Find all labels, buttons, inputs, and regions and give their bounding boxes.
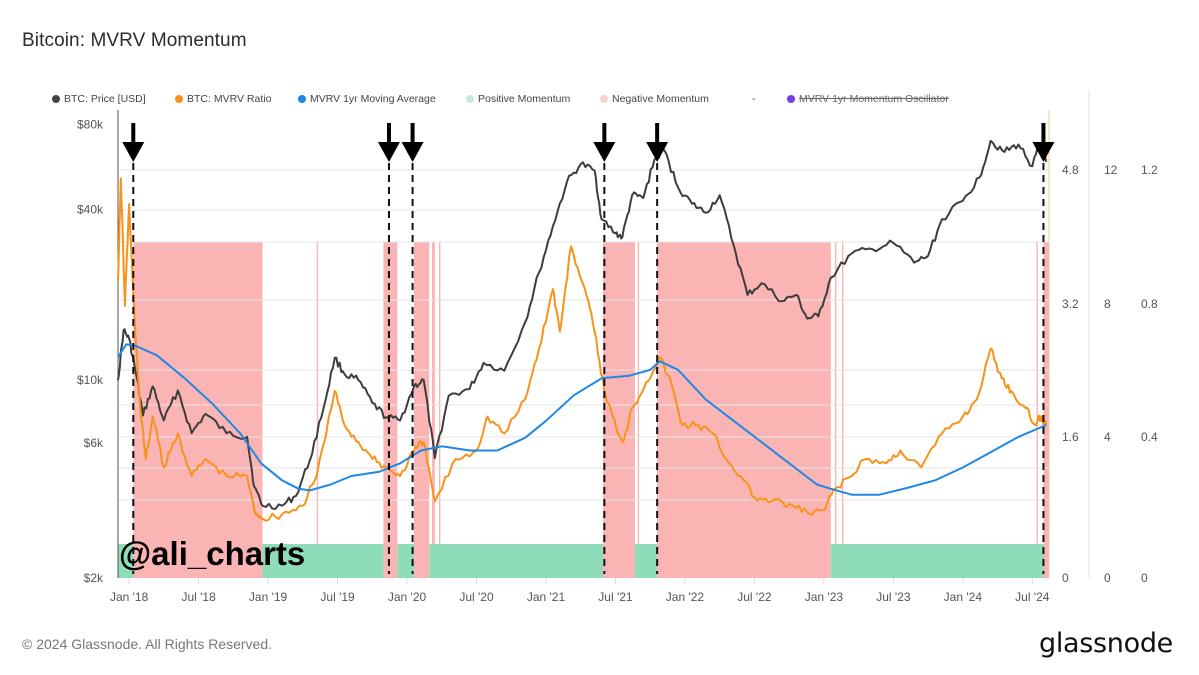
positive-momentum-band [262,544,384,578]
x-tick-label: Jul '24 [1015,590,1050,604]
negative-momentum-band [432,242,435,578]
legend-label: BTC: MVRV Ratio [187,93,272,105]
legend-dot-icon [787,95,795,103]
legend-dot-icon [52,95,60,103]
x-tick-label: Jul '19 [320,590,355,604]
momentum-bands [118,242,1049,578]
down-arrow-icon [1032,142,1055,162]
x-tick-label: Jul '18 [181,590,216,604]
x-tick-label: Jul '20 [459,590,494,604]
positive-momentum-band [830,544,1044,578]
x-tick-label: Jan '19 [249,590,288,604]
legend-item-mvrv-ratio[interactable]: BTC: MVRV Ratio [175,93,271,105]
positive-momentum-band [118,544,134,578]
y-right-mvrv-tick-label: 1.6 [1062,430,1079,444]
legend-label: MVRV 1yr Momentum Oscillator [799,93,949,105]
x-tick-label: Jan '20 [388,590,427,604]
negative-momentum-band [657,242,831,578]
down-arrow-icon [593,142,616,162]
negative-momentum-band [1036,242,1038,578]
down-arrow-icon [655,123,660,145]
negative-momentum-band [133,242,263,578]
legend-item-negative-momentum[interactable]: Negative Momentum [600,93,709,105]
x-tick-label: Jan '21 [527,590,566,604]
y-right-oscillator-tick-label: 0 [1141,571,1148,585]
down-arrow-icon [377,142,400,162]
y-right-oscillator-tick-label: 0.8 [1141,297,1158,311]
axes: $2k $6k $10k $40k $80k 0 1.6 3.2 4.8 0 4 8 12 0 0.4 0.8… [77,90,1158,604]
legend-label: Negative Momentum [612,93,709,105]
down-arrow-icon [401,142,424,162]
x-tick-label: Jan '18 [110,590,149,604]
legend-item-mvrv-1yr-ma[interactable]: MVRV 1yr Moving Average [298,93,436,105]
chart-title: Bitcoin: MVRV Momentum [22,30,247,51]
watermark-text: @ali_charts [119,535,305,572]
y-right-momentum-tick-label: 12 [1104,163,1118,177]
y-left-tick-label: $80k [77,117,104,131]
legend-dot-icon [466,95,474,103]
y-right-mvrv-tick-label: 3.2 [1062,297,1079,311]
negative-momentum-band [438,242,441,578]
y-left-tick-label: $10k [77,373,104,387]
down-arrow-icon [1041,123,1046,145]
y-right-mvrv-tick-label: 0 [1062,571,1069,585]
series-line-btc-price-usd [117,139,1048,510]
series-line-btc-mvrv-ratio [117,177,1048,522]
down-arrow-icon [602,123,607,145]
y-right-momentum-tick-label: 8 [1104,297,1111,311]
series-lines [117,139,1048,522]
negative-momentum-band [602,242,635,578]
annotations [122,123,1055,574]
x-tick-label: Jan '22 [666,590,705,604]
legend-item-momentum-oscillator[interactable]: MVRV 1yr Momentum Oscillator [787,93,949,105]
y-right-momentum-tick-label: 0 [1104,571,1111,585]
positive-momentum-band [397,544,414,578]
copyright-text: © 2024 Glassnode. All Rights Reserved. [22,636,273,652]
negative-momentum-band [413,242,430,578]
negative-momentum-band [383,242,398,578]
legend-item-btc-price[interactable]: BTC: Price [USD] [52,93,146,105]
legend-label: Positive Momentum [478,93,571,105]
y-right-oscillator-tick-label: 1.2 [1141,163,1158,177]
legend-item-positive-momentum[interactable]: Positive Momentum [466,93,570,105]
legend-label: MVRV 1yr Moving Average [310,93,436,105]
down-arrow-icon [646,142,669,162]
positive-momentum-band [429,544,603,578]
legend-label: - [752,93,756,105]
down-arrow-icon [131,123,136,145]
negative-momentum-band [1043,242,1049,578]
legend-dot-icon [175,95,183,103]
down-arrow-icon [386,123,391,145]
x-tick-label: Jan '24 [944,590,983,604]
down-arrow-icon [122,142,145,162]
x-tick-label: Jul '21 [598,590,633,604]
positive-momentum-band [634,544,658,578]
legend-label: BTC: Price [USD] [64,93,146,105]
negative-momentum-band [835,242,837,578]
down-arrow-icon [410,123,415,145]
series-line-mvrv-1yr-moving-average [117,343,1047,496]
y-left-tick-label: $40k [77,203,104,217]
legend-item-separator: - [752,93,756,105]
grid-lines [118,169,1049,501]
y-left-tick-label: $6k [84,436,104,450]
x-tick-label: Jul '22 [737,590,772,604]
negative-momentum-band [637,242,640,578]
y-right-mvrv-tick-label: 4.8 [1062,163,1079,177]
x-tick-label: Jan '23 [805,590,844,604]
glassnode-logo: glassnode [1038,628,1173,659]
x-tick-label: Jul '23 [876,590,911,604]
y-right-oscillator-tick-label: 0.4 [1141,430,1158,444]
legend-dot-icon [298,95,306,103]
negative-momentum-band [841,242,844,578]
y-right-momentum-tick-label: 4 [1104,430,1111,444]
negative-momentum-band [316,242,319,578]
y-left-tick-label: $2k [84,571,104,585]
legend-dot-icon [600,95,608,103]
